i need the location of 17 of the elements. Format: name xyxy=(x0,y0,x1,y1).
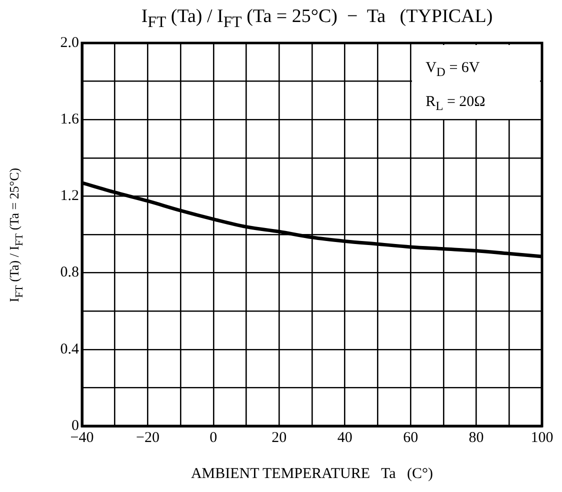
y-tick-label: 1.2 xyxy=(60,188,79,204)
note-box: V$_{D}$ = 6V R$_{L}$ = 20Ω xyxy=(412,45,540,119)
x-tick-label: 80 xyxy=(468,430,484,446)
x-tick-label: 0 xyxy=(210,430,218,446)
x-tick-label: 20 xyxy=(272,430,287,446)
annotation: V$_{D}$ = 6V xyxy=(426,59,481,81)
y-tick-label: 1.6 xyxy=(60,112,80,128)
x-tick-label: −20 xyxy=(136,430,160,446)
chart-title: I$_{FT}$ (Ta) / I$_{FT}$ (Ta = 25°C) − Ta (TYPICAL) xyxy=(140,6,494,32)
x-tick-label: 100 xyxy=(530,430,554,446)
y-tick-label: 0.8 xyxy=(60,264,79,281)
y-tick-label: 2.0 xyxy=(60,34,79,51)
annotation: R$_{L}$ = 20Ω xyxy=(426,93,486,115)
x-tick-label: 60 xyxy=(403,430,418,446)
x-tick-label: 40 xyxy=(337,430,352,446)
x-axis-title: AMBIENT TEMPERATURE Ta (C°) xyxy=(190,466,434,483)
y-tick-label: 0.4 xyxy=(60,341,80,358)
